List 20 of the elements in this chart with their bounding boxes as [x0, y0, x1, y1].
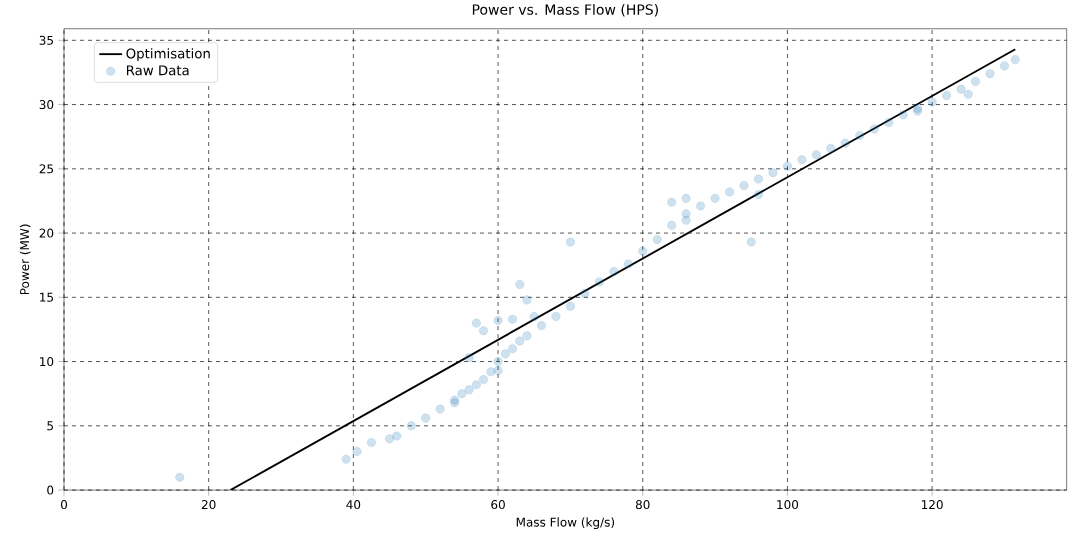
- chart-title: Power vs. Mass Flow (HPS): [472, 3, 658, 17]
- y-tick-label: 30: [39, 99, 54, 109]
- x-tick-label: 120: [921, 499, 943, 509]
- x-tick-label: 20: [201, 499, 216, 509]
- x-tick-label: 80: [635, 499, 650, 509]
- x-tick-label: 40: [346, 499, 361, 509]
- x-axis-title: Mass Flow (kg/s): [516, 517, 615, 529]
- y-tick-label: 15: [40, 292, 53, 302]
- y-tick-label: 25: [39, 164, 53, 174]
- x-tick-label: 0: [60, 499, 68, 509]
- y-tick-label: 0: [47, 485, 54, 495]
- legend-label: Raw Data: [126, 65, 189, 76]
- y-tick-label: 10: [40, 356, 54, 366]
- x-tick-label: 100: [777, 499, 799, 509]
- y-tick-label: 20: [39, 228, 54, 238]
- y-tick-label: 35: [39, 35, 53, 45]
- y-axis-title: Power (MW): [19, 224, 31, 294]
- y-tick-label: 5: [47, 421, 53, 431]
- x-tick-label: 60: [491, 499, 505, 509]
- legend-label: Optimisation: [126, 47, 210, 61]
